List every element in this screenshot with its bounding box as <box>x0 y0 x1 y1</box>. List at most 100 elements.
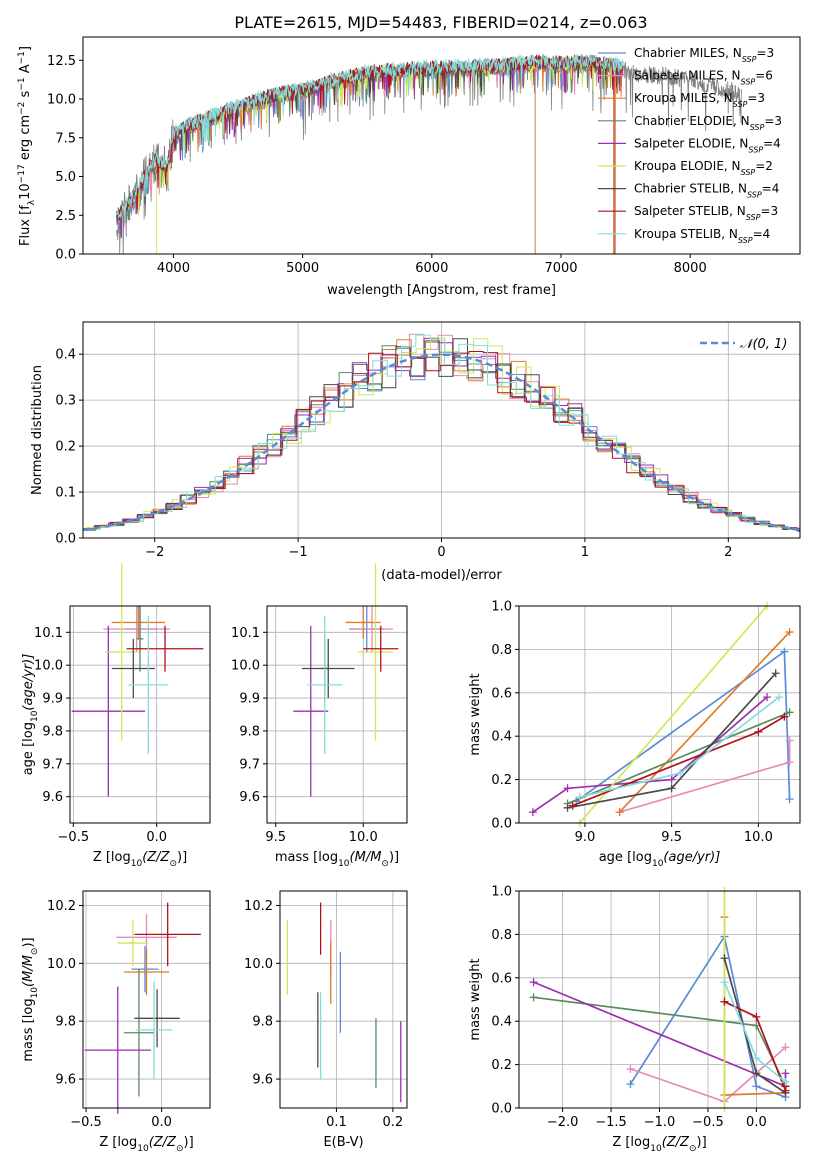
histogram-kroupa_stelib <box>83 334 800 531</box>
plot-frame <box>279 890 408 1109</box>
y-tick-label: 10.0 <box>47 93 76 108</box>
y-tick-label: 0.3 <box>55 394 76 409</box>
legend-text: Chabrier STELIB, N <box>634 182 747 196</box>
legend-sub: SSP <box>748 145 763 154</box>
label-part: ⊙ <box>381 859 389 869</box>
legend-text: Chabrier MILES, N <box>634 46 742 60</box>
legend-entry: Chabrier ELODIE, NSSP=3 <box>634 114 782 132</box>
label-part: Flux [f <box>18 205 33 246</box>
legend-text: Salpeter MILES, N <box>634 69 741 83</box>
y-tick-label: 0.4 <box>491 730 512 745</box>
x-tick-label: 8000 <box>674 261 707 276</box>
label-part: ⊙ <box>689 1144 697 1154</box>
weight-marker-kroupa_miles <box>785 628 794 637</box>
y-tick-label: 0.0 <box>491 817 512 832</box>
label-part: 10 <box>30 710 40 722</box>
y-tick-label: 10.0 <box>244 957 273 972</box>
y-tick-label: 0.2 <box>491 773 512 788</box>
y-tick-label: 5.0 <box>55 170 76 185</box>
y-tick-label: 9.8 <box>42 724 63 739</box>
label-part: (M/M <box>350 850 382 865</box>
weight-vs-age-panel: 9.0 9.5 10.0 0.0 0.2 0.4 0.6 0.8 1.0 mass weight <box>468 600 801 845</box>
y-tick-label: 9.8 <box>252 1015 273 1030</box>
x-tick-label: 10.0 <box>744 830 773 845</box>
y-axis-label: Flux [fλ10−17 erg cm−2 s−1 A−1] <box>17 46 37 246</box>
legend-sub: SSP <box>746 213 761 222</box>
weight-marker-chabrier_miles <box>626 1080 635 1089</box>
histogram-panel: −2 −1 0 1 2 0.0 0.1 0.2 0.3 0.4 (data-model)/error… <box>30 321 801 583</box>
age-vs-z-panel: −0.5 0.0 9.6 9.7 9.8 9.9 10.0 10.1 <box>34 563 211 845</box>
label-part: ⊙ <box>30 948 40 956</box>
weight-line-chabrier_miles <box>575 649 791 802</box>
y-tick-label: 1.0 <box>491 885 512 900</box>
plot-frame <box>82 36 801 255</box>
weight-marker-salpeter_elodie <box>667 775 676 784</box>
x-axis-label: E(B-V) <box>323 1135 363 1150</box>
weight-marker-kroupa_stelib <box>752 1054 761 1063</box>
plot-frame <box>518 890 801 1109</box>
weight-line-chabrier_miles <box>629 934 786 1098</box>
label-part: (Z/Z <box>142 850 170 865</box>
legend-entry: 𝒩(0, 1) <box>740 337 787 352</box>
weight-marker-salpeter_stelib <box>568 801 577 810</box>
weight-marker-salpeter_elodie <box>781 1069 790 1078</box>
plot-frame <box>518 605 801 824</box>
weight-lines <box>528 602 794 827</box>
y-tick-label: 9.9 <box>239 692 260 707</box>
weight-marker-salpeter_miles <box>626 1064 635 1073</box>
weight-marker-kroupa_stelib <box>575 792 584 801</box>
weight-marker-kroupa_stelib <box>676 769 685 778</box>
legend-text: Kroupa MILES, N <box>634 91 733 105</box>
weight-marker-chabrier_elodie <box>529 993 538 1002</box>
legend-suffix: =4 <box>753 227 771 241</box>
label-part: ] <box>18 46 33 51</box>
legend-text: Salpeter STELIB, N <box>634 204 746 218</box>
x-tick-label: −0.5 <box>692 1115 724 1130</box>
x-tick-label: 9.5 <box>661 830 682 845</box>
x-tick-label: 4000 <box>157 261 190 276</box>
x-tick-label: 9.5 <box>265 830 286 845</box>
label-part: )] <box>177 850 187 865</box>
legend-entry: Salpeter MILES, NSSP=6 <box>634 69 773 87</box>
legend-suffix: =3 <box>747 91 765 105</box>
x-axis-label: Z [log10(Z/Z⊙)] <box>612 1135 706 1154</box>
y-tick-label: 1.0 <box>491 600 512 615</box>
weight-marker-salpeter_elodie <box>529 978 538 987</box>
legend-sub: SSP <box>733 100 748 109</box>
label-part: A <box>18 64 33 77</box>
legend-entry: Salpeter STELIB, NSSP=3 <box>634 204 778 222</box>
y-tick-label: 10.2 <box>47 899 76 914</box>
error-bars <box>286 902 402 1103</box>
label-part: (age/yr)] <box>21 654 36 711</box>
plot-frame <box>69 605 211 824</box>
legend-suffix: =3 <box>760 204 778 218</box>
y-tick-label: 0.6 <box>491 686 512 701</box>
legend-suffix: =3 <box>764 114 782 128</box>
legend-entry: Chabrier MILES, NSSP=3 <box>634 46 774 64</box>
label-part: 10 <box>650 1144 662 1154</box>
y-tick-label: 9.6 <box>55 1073 76 1088</box>
y-tick-label: 10.1 <box>34 626 63 641</box>
weight-marker-chabrier_miles <box>780 647 789 656</box>
weight-marker-kroupa_stelib <box>775 693 784 702</box>
y-tick-label: 10.2 <box>244 899 273 914</box>
x-tick-label: 0 <box>437 545 445 560</box>
label-part: )] <box>389 850 399 865</box>
label-part: −1 <box>17 77 27 90</box>
y-tick-label: 0.8 <box>491 928 512 943</box>
weight-line-kroupa_elodie <box>579 605 768 824</box>
weight-marker-salpeter_stelib <box>752 1012 761 1021</box>
x-tick-label: 6000 <box>415 261 448 276</box>
y-tick-label: 9.7 <box>42 757 63 772</box>
label-part: Z [log <box>99 1135 137 1150</box>
x-tick-label: 9.0 <box>575 830 596 845</box>
y-tick-label: 7.5 <box>55 131 76 146</box>
label-part: mass [log <box>275 850 338 865</box>
label-part: erg cm <box>18 115 33 164</box>
weight-marker-chabrier_miles <box>785 795 794 804</box>
x-tick-label: 0.0 <box>746 1115 767 1130</box>
figure-title: PLATE=2615, MJD=54483, FIBERID=0214, z=0… <box>234 13 647 32</box>
x-tick-label: 5000 <box>286 261 319 276</box>
weight-marker-salpeter_stelib <box>754 727 763 736</box>
